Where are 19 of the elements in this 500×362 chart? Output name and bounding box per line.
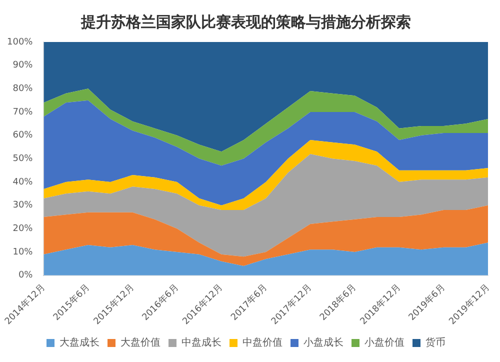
y-tick-label: 70% — [12, 107, 34, 118]
legend-label: 小盘成长 — [304, 336, 344, 349]
y-tick-label: 80% — [12, 84, 34, 94]
y-tick-label: 60% — [12, 130, 34, 141]
chart-title: 提升苏格兰国家队比赛表现的策略与措施分析探索 — [80, 12, 411, 31]
y-tick-label: 50% — [12, 154, 34, 164]
legend-label: 大盘价值 — [120, 336, 160, 349]
y-tick-label: 100% — [6, 37, 34, 48]
legend-label: 中盘成长 — [182, 336, 222, 349]
y-tick-label: 90% — [12, 60, 34, 71]
legend-label: 货币 — [426, 336, 446, 349]
legend-label: 中盘价值 — [242, 336, 282, 349]
y-tick-label: 10% — [12, 247, 34, 258]
legend-label: 大盘成长 — [60, 336, 100, 349]
y-tick-label: 0% — [18, 270, 34, 281]
y-tick-label: 20% — [12, 224, 34, 234]
y-tick-label: 40% — [12, 177, 34, 188]
y-tick-label: 30% — [12, 200, 34, 211]
legend-label: 小盘价值 — [364, 336, 404, 349]
